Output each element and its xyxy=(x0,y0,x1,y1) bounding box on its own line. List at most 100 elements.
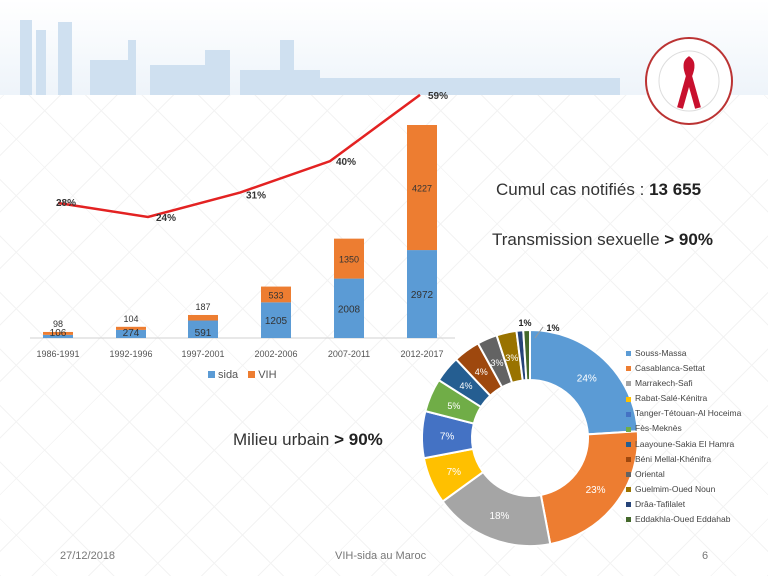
legend-swatch xyxy=(626,411,631,417)
data-label-sida: 106 xyxy=(50,328,67,339)
data-label-sida: 1205 xyxy=(265,316,288,327)
bar-vih xyxy=(116,326,146,330)
legend-swatch xyxy=(626,366,631,372)
legend-label: Tanger-Tétouan-Al Hoceima xyxy=(635,408,742,419)
line-data-label: 40% xyxy=(336,157,356,168)
legend-label: Marrakech-Safi xyxy=(635,378,693,389)
bar-vih xyxy=(334,238,364,279)
legend-swatch xyxy=(626,517,631,523)
bar-vih xyxy=(43,331,73,335)
legend-swatch xyxy=(626,381,631,387)
legend-item: Casablanca-Settat xyxy=(626,361,741,376)
legend-item: Rabat-Salé-Kénitra xyxy=(626,391,741,406)
legend-label: Souss-Massa xyxy=(635,348,687,358)
legend-label: Drâa-Tafilalet xyxy=(635,498,686,509)
legend-label: Guelmim-Oued Noun xyxy=(635,483,716,494)
x-tick-label: 1997-2001 xyxy=(181,349,224,359)
legend-label: Eddakhla-Oued Eddahab xyxy=(635,514,731,525)
data-label-vih: 187 xyxy=(195,302,210,312)
legend-swatch xyxy=(626,351,631,357)
legend-swatch xyxy=(626,487,631,493)
bar-vih xyxy=(261,286,291,303)
footer-title: VIH-sida au Maroc xyxy=(335,550,427,562)
bar-vih xyxy=(188,314,218,321)
bar-sida xyxy=(43,334,73,338)
data-label-vih: 1350 xyxy=(339,255,359,265)
legend-item: Laayoune-Sakia El Hamra xyxy=(626,437,741,452)
legend-label: Rabat-Salé-Kénitra xyxy=(635,393,708,404)
donut-data-label: 24% xyxy=(577,373,597,384)
legend-swatch xyxy=(626,426,631,432)
bar-sida xyxy=(407,250,437,338)
line-data-label: 24% xyxy=(156,213,176,224)
bar-sida xyxy=(116,329,146,338)
bar-sida xyxy=(188,320,218,338)
donut-data-label: 3% xyxy=(491,358,504,368)
donut-data-label: 18% xyxy=(489,511,509,522)
line-data-label: 31% xyxy=(246,191,266,202)
legend-item: Marrakech-Safi xyxy=(626,376,741,391)
logo xyxy=(628,36,750,126)
legend-sida: sida xyxy=(208,369,238,381)
city-skyline-banner xyxy=(0,0,768,95)
sexual-transmission: Transmission sexuelle > 90% xyxy=(492,230,713,249)
legend-swatch xyxy=(626,456,631,462)
donut-data-label: 4% xyxy=(460,381,473,391)
donut-slice xyxy=(539,430,639,546)
donut-data-label: 7% xyxy=(440,431,455,442)
legend-item: Souss-Massa xyxy=(626,346,741,361)
bar-sida xyxy=(261,302,291,338)
donut-data-label: 7% xyxy=(447,467,462,478)
donut-data-label: 3% xyxy=(505,353,518,363)
donut-slice xyxy=(529,328,639,436)
data-label-vih: 98 xyxy=(53,319,63,329)
data-label-sida: 274 xyxy=(123,328,140,339)
footer-date: 27/12/2018 xyxy=(60,550,116,562)
donut-legend: Souss-Massa Casablanca-Settat Marrakech-Sa… xyxy=(626,346,741,527)
legend-item: Guelmim-Oued Noun xyxy=(626,482,741,497)
donut-data-label: 1% xyxy=(518,318,531,328)
legend-vih: VIH xyxy=(248,369,277,381)
donut-data-label: 23% xyxy=(586,485,606,496)
legend-item: Fès-Meknès xyxy=(626,421,741,436)
urban-setting: Milieu urbain > 90% xyxy=(233,430,383,449)
line-data-label: 59% xyxy=(428,91,448,102)
legend-item: Béni Mellal-Khénifra xyxy=(626,452,741,467)
legend-label: Laayoune-Sakia El Hamra xyxy=(635,438,735,449)
legend-label: Fès-Meknès xyxy=(635,423,682,434)
legend-swatch xyxy=(626,441,631,447)
legend-item: Eddakhla-Oued Eddahab xyxy=(626,512,741,527)
bar-legend: sida VIH xyxy=(208,369,277,381)
page-number: 6 xyxy=(702,550,709,562)
data-label-sida: 2008 xyxy=(338,304,361,315)
bar-vih xyxy=(407,125,437,251)
donut-data-label: 5% xyxy=(447,401,460,411)
x-tick-label: 2012-2017 xyxy=(400,349,443,359)
donut-slice xyxy=(522,328,531,382)
donut-data-label: 1% xyxy=(546,323,559,333)
x-tick-label: 1992-1996 xyxy=(109,349,152,359)
leader-line xyxy=(534,326,544,339)
data-label-vih: 533 xyxy=(268,290,283,300)
x-tick-label: 2007-2011 xyxy=(328,349,370,359)
bar-sida xyxy=(334,278,364,338)
donut-data-label: 4% xyxy=(475,367,488,377)
legend-item: Drâa-Tafilalet xyxy=(626,497,741,512)
legend-label: Casablanca-Settat xyxy=(635,363,705,374)
x-tick-label: 1986-1991 xyxy=(36,349,79,359)
line-data-label: 28% xyxy=(56,198,76,209)
legend-item: Oriental xyxy=(626,467,741,482)
data-label-vih: 4227 xyxy=(412,184,432,194)
data-label-vih: 104 xyxy=(123,314,138,324)
data-label-sida: 2972 xyxy=(411,290,434,301)
legend-item: Tanger-Tétouan-Al Hoceima xyxy=(626,406,741,421)
legend-label: Béni Mellal-Khénifra xyxy=(635,453,712,464)
legend-swatch xyxy=(626,396,631,402)
percentage-line xyxy=(57,93,421,219)
legend-swatch xyxy=(626,502,631,508)
data-label-sida: 591 xyxy=(195,328,212,339)
legend-swatch xyxy=(626,472,631,477)
